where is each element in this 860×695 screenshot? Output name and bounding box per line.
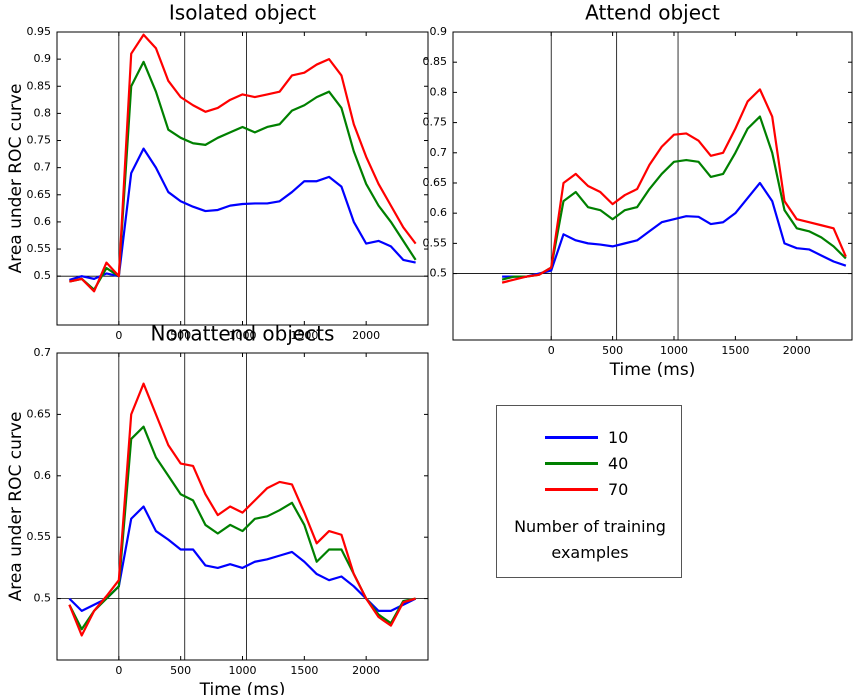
x-tick-label: 500 — [170, 664, 191, 677]
y-tick-label: 0.5 — [34, 269, 52, 282]
y-axis-label: Area under ROC curve — [6, 412, 26, 602]
series-line — [69, 147, 416, 282]
y-tick-label: 0.55 — [27, 242, 52, 255]
x-tick-label: 1500 — [290, 329, 318, 342]
y-tick-label: 0.65 — [27, 407, 52, 420]
series-line — [68, 382, 416, 637]
y-tick-label: 0.9 — [430, 25, 448, 38]
x-tick-label: 2000 — [352, 329, 380, 342]
legend-swatch — [545, 461, 598, 465]
x-tick-label: 1000 — [229, 329, 257, 342]
series-line — [501, 115, 847, 281]
y-tick-label: 0.55 — [423, 236, 448, 249]
x-axis-label: Time (ms) — [609, 360, 696, 380]
chart-title: Isolated object — [169, 1, 316, 25]
y-tick-label: 0.8 — [34, 106, 52, 119]
legend-swatch — [545, 435, 598, 439]
y-tick-label: 0.75 — [423, 116, 448, 129]
legend-label: 10 — [608, 427, 629, 447]
y-tick-label: 0.75 — [27, 134, 52, 147]
x-tick-label: 0 — [115, 329, 122, 342]
x-axis-label: Time (ms) — [199, 680, 286, 695]
legend-entry: 40 — [545, 453, 628, 473]
chart-title: Nonattend objects — [151, 322, 335, 346]
y-tick-label: 0.6 — [34, 215, 52, 228]
legend-entry: 70 — [545, 479, 628, 499]
x-tick-label: 2000 — [783, 344, 811, 357]
x-tick-label: 2000 — [352, 664, 380, 677]
x-tick-label: 500 — [602, 344, 623, 357]
series-line — [502, 181, 847, 278]
y-tick-label: 0.65 — [423, 176, 448, 189]
y-tick-label: 0.9 — [34, 52, 52, 65]
y-tick-label: 0.6 — [34, 469, 52, 482]
y-tick-label: 0.5 — [430, 267, 448, 280]
plot-area — [56, 31, 429, 326]
y-tick-label: 0.55 — [27, 530, 52, 543]
chart-title: Attend object — [585, 1, 720, 25]
x-tick-label: 1500 — [290, 664, 318, 677]
y-tick-label: 0.7 — [430, 146, 448, 159]
legend-label: 40 — [608, 453, 629, 473]
y-tick-label: 0.8 — [430, 85, 448, 98]
x-tick-label: 0 — [548, 344, 555, 357]
x-tick-label: 1000 — [229, 664, 257, 677]
legend-entry: 10 — [545, 427, 628, 447]
y-tick-label: 0.95 — [27, 25, 52, 38]
series-line — [501, 88, 847, 284]
plot-area — [56, 352, 429, 661]
legend-label: 70 — [608, 479, 629, 499]
x-tick-label: 500 — [170, 329, 191, 342]
y-tick-label: 0.65 — [27, 188, 52, 201]
legend-swatch — [545, 487, 598, 491]
legend: Number of training examples 10 40 70 — [496, 405, 682, 578]
x-tick-label: 0 — [115, 664, 122, 677]
y-tick-label: 0.5 — [34, 592, 52, 605]
series-line — [69, 33, 417, 293]
series-line — [68, 505, 417, 612]
series-line — [69, 60, 417, 291]
y-tick-label: 0.85 — [423, 55, 448, 68]
y-tick-label: 0.6 — [430, 206, 448, 219]
x-tick-label: 1500 — [721, 344, 749, 357]
y-axis-label: Area under ROC curve — [6, 84, 26, 274]
legend-title: Number of training examples — [514, 517, 666, 562]
y-tick-label: 0.7 — [34, 346, 52, 359]
x-tick-label: 1000 — [660, 344, 688, 357]
y-tick-label: 0.85 — [27, 79, 52, 92]
y-tick-label: 0.7 — [34, 161, 52, 174]
